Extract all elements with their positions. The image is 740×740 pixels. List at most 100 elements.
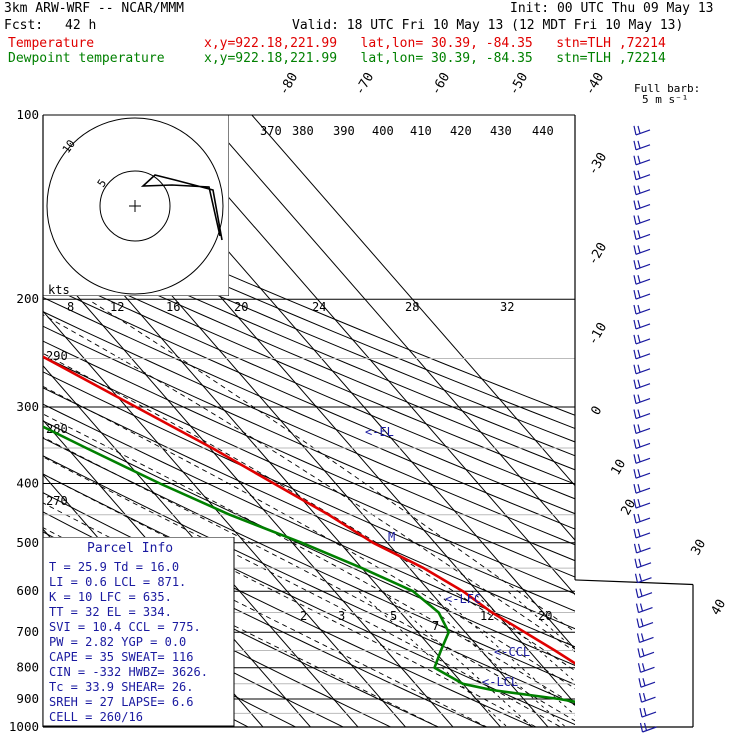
wind-barb-flag — [633, 349, 637, 359]
wind-barb-flag — [637, 289, 641, 298]
level-marker: <-CCL — [494, 645, 530, 659]
parcel-info-row: CIN = -332 HWBZ= 3626. — [49, 665, 208, 679]
wind-barb-flag — [637, 319, 641, 328]
isotherm-label: -50 — [506, 70, 531, 98]
wind-barb-flag — [637, 648, 641, 658]
wind-barb — [636, 562, 652, 569]
wind-barb — [635, 174, 651, 181]
level-marker: <-LCL — [482, 675, 518, 689]
wind-barb-flag — [633, 215, 637, 225]
barb-title: Full barb: — [634, 82, 700, 95]
theta-label-left: 290 — [46, 349, 68, 363]
dry-adiabat — [43, 355, 575, 595]
theta-label-left: 280 — [46, 422, 68, 436]
isotherm-line — [203, 115, 575, 541]
isotherm-label: 30 — [688, 537, 709, 558]
parcel-info-box: Parcel Info T = 25.9 Td = 16.0LI = 0.6 L… — [43, 537, 235, 727]
theta-label: 420 — [450, 124, 472, 138]
isotherm-label: -30 — [585, 150, 610, 178]
level-marker: <-EL — [365, 425, 394, 439]
wind-barb — [637, 577, 652, 584]
wind-barb-flag — [639, 588, 643, 597]
moist-adiabat — [43, 502, 488, 727]
wind-barb-flag — [633, 513, 637, 524]
wind-barb-flag — [637, 543, 642, 552]
wind-barb-flag — [637, 155, 641, 164]
wind-barb-flag — [640, 618, 644, 627]
wind-barb-flag — [633, 275, 637, 285]
theta-label: 400 — [372, 124, 394, 138]
wind-barb-flag — [637, 260, 641, 269]
wind-barb-flag — [637, 528, 641, 537]
wind-barb-flag — [637, 364, 641, 373]
wind-barb-flag — [639, 722, 644, 733]
wind-barb-flag — [633, 409, 637, 419]
wind-barb — [635, 338, 651, 345]
hodograph-speed-label: 12 — [110, 300, 124, 314]
dry-adiabat — [43, 473, 575, 726]
wind-barb — [635, 308, 651, 315]
wind-barb — [635, 233, 651, 240]
wind-barb-flag — [638, 558, 642, 567]
dewpoint-line — [43, 425, 575, 704]
mixing-ratio-label: 12 — [480, 609, 494, 623]
wind-barb-flag — [637, 275, 641, 283]
wind-barb — [641, 696, 656, 703]
wind-barb — [638, 607, 653, 614]
valid-time: Valid: 18 UTC Fri 10 May 13 (12 MDT Fri … — [292, 18, 684, 33]
dry-adiabat — [43, 296, 575, 530]
pressure-tick-label: 800 — [16, 660, 39, 675]
isotherm-label: 0 — [588, 404, 605, 418]
hodograph-speed-label: 8 — [67, 300, 74, 314]
hodograph-kts-label: kts — [48, 283, 70, 297]
parcel-info-row: Tc = 33.9 SHEAR= 26. — [49, 680, 194, 694]
moist-adiabat — [91, 301, 575, 633]
mixing-ratio-line — [471, 590, 575, 683]
location-info-temp: x,y=922.18,221.99 lat,lon= 30.39, -84.35… — [204, 36, 666, 51]
wind-barb-flag — [633, 439, 637, 449]
wind-barb-flag — [633, 454, 637, 464]
mixing-ratio-label: 3 — [338, 609, 345, 623]
wind-barb-flag — [643, 722, 648, 731]
mixing-ratio-label: 7 — [432, 619, 439, 633]
parcel-info-row: SVI = 10.4 CCL = 775. — [49, 620, 201, 634]
wind-barb-flag — [637, 469, 641, 477]
mixing-ratio-label: 5 — [390, 609, 397, 623]
pressure-tick-label: 500 — [16, 535, 39, 550]
wind-barb — [635, 248, 651, 255]
wind-barb-flag — [633, 498, 637, 509]
parcel-info-row: TT = 32 EL = 334. — [49, 605, 172, 619]
wind-barb — [635, 457, 651, 464]
wind-barb-flag — [637, 439, 641, 448]
dry-adiabat — [43, 283, 575, 515]
wind-barb — [636, 547, 651, 554]
wind-barb — [640, 666, 655, 673]
wind-barb-flag — [637, 170, 641, 179]
wind-barb-flag — [637, 140, 641, 149]
dry-adiabat — [43, 205, 575, 430]
mixing-ratio-line — [507, 590, 575, 651]
dry-adiabat — [43, 325, 575, 562]
dewpoint-legend: Dewpoint temperature — [8, 51, 165, 66]
pressure-tick-label: 600 — [16, 583, 39, 598]
isotherm-label: -60 — [428, 70, 453, 98]
theta-label: 410 — [410, 124, 432, 138]
hodograph-speed-label: 28 — [405, 300, 419, 314]
wind-barb — [635, 218, 651, 226]
isotherm-label: -70 — [352, 70, 377, 98]
level-marker: <-LFC — [445, 592, 481, 606]
dry-adiabat — [43, 311, 575, 546]
wind-barb — [635, 144, 651, 151]
wind-barb-flag — [639, 707, 643, 718]
wind-barb-flag — [636, 618, 640, 628]
forecast-hour: 42 h — [65, 18, 97, 33]
wind-barb-flag — [642, 678, 646, 686]
isotherm-label: 40 — [708, 597, 729, 618]
parcel-info-title: Parcel Info — [87, 541, 173, 556]
wind-barb — [635, 368, 651, 375]
moist-adiabat — [43, 314, 575, 653]
wind-barb-flag — [637, 215, 641, 224]
isotherm-line — [251, 115, 575, 487]
parcel-info-row: T = 25.9 Td = 16.0 — [49, 560, 179, 574]
wind-barb-flag — [633, 484, 637, 494]
